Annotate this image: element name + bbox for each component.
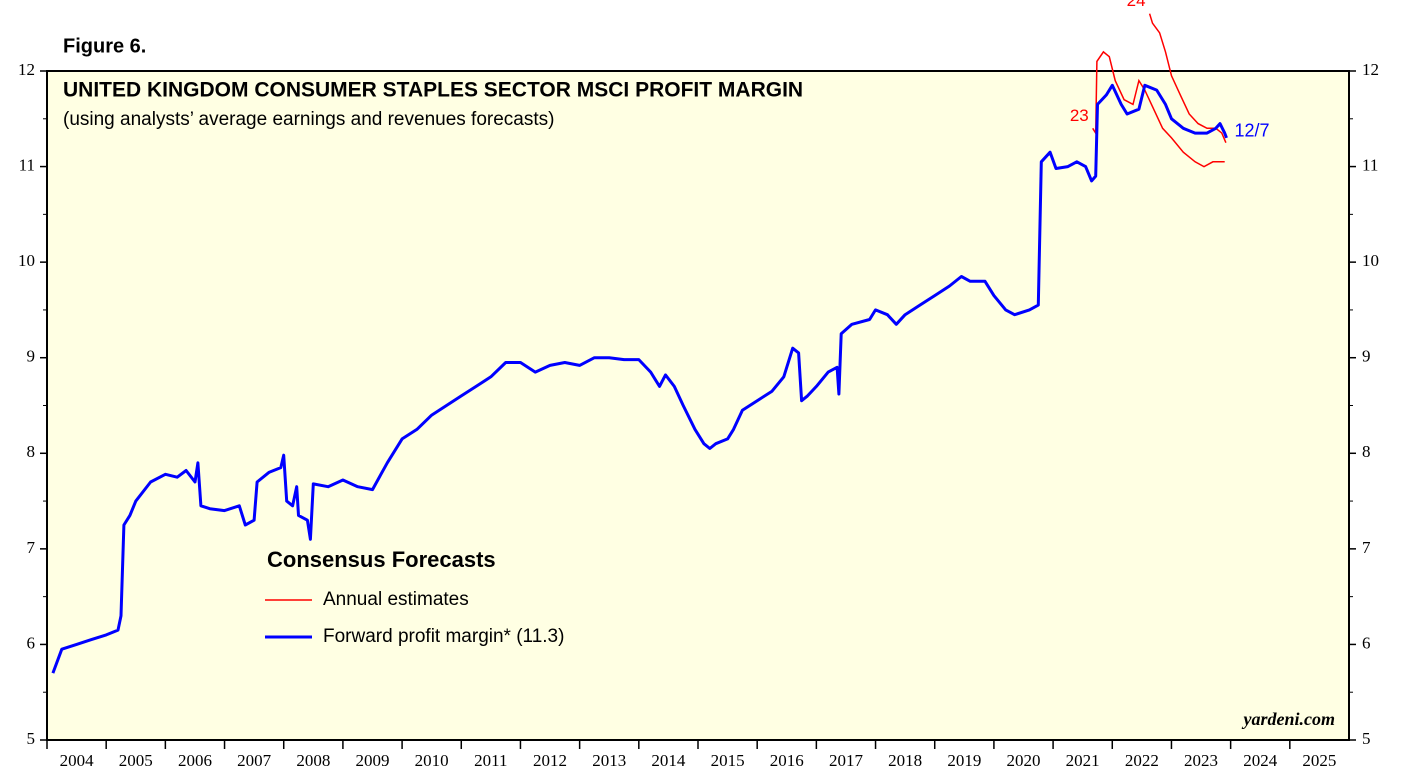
- x-tick-label: 2022: [1125, 751, 1159, 770]
- y2-tick-label: 6: [1362, 633, 1371, 652]
- x-tick-label: 2005: [119, 751, 153, 770]
- x-tick-label: 2023: [1184, 751, 1218, 770]
- estimate-label: 24: [1127, 0, 1146, 10]
- x-tick-label: 2017: [829, 751, 864, 770]
- plot-area: [46, 70, 1350, 741]
- y2-tick-label: 7: [1362, 538, 1371, 557]
- y-tick-label: 12: [18, 60, 35, 79]
- y2-tick-label: 12: [1362, 60, 1379, 79]
- y-tick-label: 10: [18, 251, 35, 270]
- x-tick-label: 2011: [474, 751, 507, 770]
- y-tick-label: 7: [27, 538, 36, 557]
- source: yardeni.com: [1242, 709, 1336, 729]
- y2-tick-label: 8: [1362, 442, 1371, 461]
- y-tick-label: 9: [27, 347, 36, 366]
- x-tick-label: 2004: [60, 751, 95, 770]
- chart-title: UNITED KINGDOM CONSUMER STAPLES SECTOR M…: [63, 79, 803, 102]
- legend-label: Forward profit margin* (11.3): [323, 626, 564, 647]
- x-tick-label: 2006: [178, 751, 212, 770]
- chart-subtitle: (using analysts’ average earnings and re…: [63, 109, 554, 130]
- y-tick-label: 11: [19, 155, 35, 174]
- x-tick-label: 2019: [947, 751, 981, 770]
- x-tick-label: 2008: [296, 751, 330, 770]
- figure-label: Figure 6.: [63, 35, 146, 57]
- y2-tick-label: 9: [1362, 347, 1371, 366]
- legend-title: Consensus Forecasts: [267, 547, 496, 572]
- y-tick-label: 5: [27, 729, 36, 748]
- x-tick-label: 2025: [1302, 751, 1336, 770]
- x-tick-label: 2016: [770, 751, 804, 770]
- x-tick-label: 2020: [1007, 751, 1041, 770]
- x-tick-label: 2018: [888, 751, 922, 770]
- end-label: 12/7: [1234, 121, 1269, 141]
- y2-tick-label: 5: [1362, 729, 1371, 748]
- x-tick-label: 2013: [592, 751, 626, 770]
- x-tick-label: 2007: [237, 751, 272, 770]
- y-tick-label: 6: [27, 633, 36, 652]
- x-tick-label: 2024: [1243, 751, 1278, 770]
- x-tick-label: 2014: [651, 751, 686, 770]
- x-tick-label: 2009: [356, 751, 390, 770]
- x-tick-label: 2015: [711, 751, 745, 770]
- y2-tick-label: 10: [1362, 251, 1379, 270]
- estimate-label: 23: [1070, 106, 1089, 125]
- x-tick-label: 2010: [415, 751, 449, 770]
- x-tick-label: 2012: [533, 751, 567, 770]
- y2-tick-label: 11: [1362, 155, 1378, 174]
- x-tick-label: 2021: [1066, 751, 1100, 770]
- series-line: [51, 83, 1228, 674]
- y-tick-label: 8: [27, 442, 36, 461]
- legend-label: Annual estimates: [323, 589, 469, 610]
